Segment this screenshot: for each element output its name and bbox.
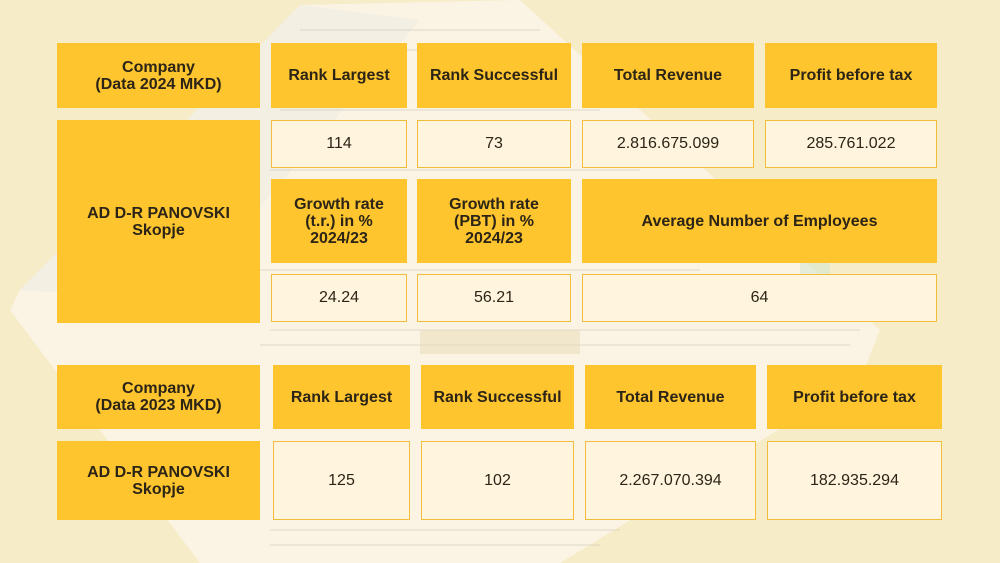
growth-tr-value: 24.24 — [271, 274, 407, 322]
total-revenue-value-2024: 2.816.675.099 — [582, 120, 754, 168]
rank-successful-value-2024: 73 — [417, 120, 571, 168]
company-header-2023-text: Company (Data 2023 MKD) — [95, 380, 222, 414]
company-header-2023: Company (Data 2023 MKD) — [57, 365, 260, 429]
growth-pbt-value-text: 56.21 — [473, 289, 515, 306]
rank-largest-header-2023: Rank Largest — [273, 365, 410, 429]
growth-tr-header: Growth rate (t.r.) in % 2024/23 — [271, 179, 407, 263]
avg-employees-value: 64 — [582, 274, 937, 322]
company-name-2023-text: AD D-R PANOVSKI Skopje — [87, 463, 230, 498]
total-revenue-header-2023-text: Total Revenue — [616, 388, 725, 406]
rank-successful-value-2024-text: 73 — [485, 135, 503, 152]
rank-largest-value-2024-text: 114 — [326, 135, 352, 152]
company-name-2024: AD D-R PANOVSKI Skopje — [57, 120, 260, 323]
profit-before-tax-header-2023: Profit before tax — [767, 365, 942, 429]
profit-before-tax-value-2024: 285.761.022 — [765, 120, 937, 168]
profit-before-tax-header-2024-text: Profit before tax — [789, 67, 913, 84]
rank-largest-header-2023-text: Rank Largest — [290, 388, 393, 406]
profit-before-tax-value-2023-text: 182.935.294 — [810, 471, 899, 489]
total-revenue-header-2024: Total Revenue — [582, 43, 754, 108]
rank-successful-value-2023-text: 102 — [484, 471, 511, 489]
profit-before-tax-header-2023-text: Profit before tax — [793, 388, 916, 406]
rank-successful-value-2023: 102 — [421, 441, 574, 520]
rank-largest-value-2023: 125 — [273, 441, 410, 520]
total-revenue-value-2023: 2.267.070.394 — [585, 441, 756, 520]
profit-before-tax-value-2023: 182.935.294 — [767, 441, 942, 520]
total-revenue-header-2024-text: Total Revenue — [613, 67, 723, 84]
growth-pbt-value: 56.21 — [417, 274, 571, 322]
profit-before-tax-value-2024-text: 285.761.022 — [806, 135, 896, 152]
rank-largest-value-2023-text: 125 — [328, 471, 355, 489]
growth-pbt-header-text: Growth rate (PBT) in % 2024/23 — [449, 195, 539, 247]
growth-tr-value-text: 24.24 — [318, 289, 360, 306]
avg-employees-header-text: Average Number of Employees — [641, 212, 878, 230]
rank-successful-header-2023-text: Rank Successful — [433, 388, 562, 406]
avg-employees-header: Average Number of Employees — [582, 179, 937, 263]
company-header-2024-text: Company (Data 2024 MKD) — [95, 58, 222, 93]
total-revenue-value-2023-text: 2.267.070.394 — [619, 471, 722, 489]
rank-successful-header-2023: Rank Successful — [421, 365, 574, 429]
company-name-2023: AD D-R PANOVSKI Skopje — [57, 441, 260, 520]
rank-largest-header-2024-text: Rank Largest — [288, 67, 390, 84]
profit-before-tax-header-2024: Profit before tax — [765, 43, 937, 108]
rank-successful-header-2024: Rank Successful — [417, 43, 571, 108]
company-name-2024-text: AD D-R PANOVSKI Skopje — [87, 204, 230, 239]
total-revenue-value-2024-text: 2.816.675.099 — [616, 135, 720, 152]
rank-largest-header-2024: Rank Largest — [271, 43, 407, 108]
total-revenue-header-2023: Total Revenue — [585, 365, 756, 429]
rank-successful-header-2024-text: Rank Successful — [429, 67, 559, 84]
company-header-2024: Company (Data 2024 MKD) — [57, 43, 260, 108]
avg-employees-value-text: 64 — [750, 289, 769, 306]
growth-tr-header-text: Growth rate (t.r.) in % 2024/23 — [294, 195, 384, 247]
growth-pbt-header: Growth rate (PBT) in % 2024/23 — [417, 179, 571, 263]
rank-largest-value-2024: 114 — [271, 120, 407, 168]
